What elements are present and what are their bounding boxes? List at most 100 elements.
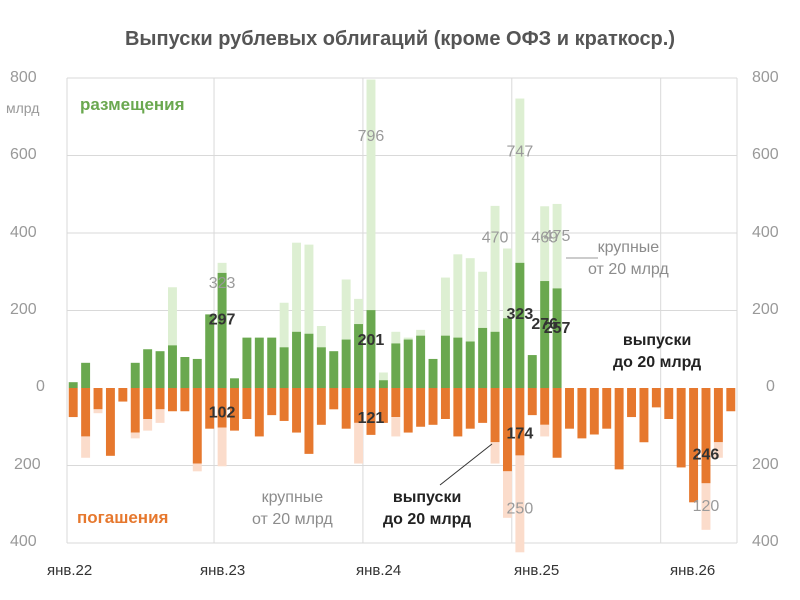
bar-placements-small-32 <box>465 341 475 388</box>
bar-placements-small-33 <box>478 327 488 388</box>
bar-placements-large-8 <box>167 287 177 388</box>
bar-placements-small-23 <box>354 324 364 388</box>
bar-placements-small-27 <box>403 339 413 388</box>
bar-redemptions-small-48 <box>664 388 674 419</box>
bar-placements-large-30 <box>440 277 450 388</box>
label-value-down-12: 102 <box>209 405 236 422</box>
annotation-large-bottom: крупные от 20 млрд <box>252 489 333 528</box>
bar-redemptions-small-19 <box>304 388 314 454</box>
bar-redemptions-small-45 <box>627 388 637 418</box>
label-value-up-36: 323 <box>507 306 534 323</box>
bar-redemptions-small-1 <box>81 388 91 437</box>
bar-redemptions-small-41 <box>577 388 587 439</box>
bar-redemptions-small-33 <box>478 388 488 423</box>
bar-redemptions-large-34 <box>490 442 500 464</box>
bar-placements-small-18 <box>292 331 302 388</box>
bar-redemptions-small-21 <box>329 388 339 410</box>
y-tick-left-200-down: 200 <box>14 456 41 473</box>
x-tick-jan22: янв.22 <box>47 562 93 579</box>
bar-placements-small-6 <box>143 349 153 388</box>
bar-redemptions-large-35 <box>502 471 512 518</box>
bar-redemptions-small-2 <box>93 388 103 410</box>
bar-redemptions-small-25 <box>378 388 388 423</box>
bar-redemptions-small-16 <box>267 388 277 416</box>
bar-placements-small-37 <box>527 355 537 388</box>
label-large-up-24: 796 <box>358 128 385 145</box>
y-tick-right-200-down: 200 <box>752 456 779 473</box>
label-value-up-39: 257 <box>544 320 571 337</box>
bar-placements-small-5 <box>130 362 140 388</box>
bar-placements-small-35 <box>502 318 512 388</box>
bar-redemptions-large-7 <box>155 409 165 423</box>
bar-placements-large-31 <box>453 254 463 388</box>
bar-redemptions-small-37 <box>527 388 537 416</box>
x-tick-jan26: янв.26 <box>670 562 716 579</box>
bar-redemptions-small-36 <box>515 388 525 456</box>
y-tick-left-400-down: 400 <box>10 533 37 550</box>
bar-redemptions-small-24 <box>366 388 376 435</box>
bar-redemptions-large-23 <box>354 422 364 464</box>
y-tick-right-0: 0 <box>766 378 775 395</box>
bar-placements-small-7 <box>155 351 165 388</box>
bar-redemptions-small-10 <box>192 388 202 464</box>
bar-placements-large-17 <box>279 302 289 388</box>
label-value-down-24: 121 <box>358 410 385 427</box>
bar-placements-small-20 <box>316 347 326 388</box>
label-large-down-51: 120 <box>693 498 720 515</box>
bar-placements-large-36 <box>515 98 525 388</box>
bar-placements-small-22 <box>341 339 351 388</box>
bar-placements-small-26 <box>391 343 401 388</box>
bar-placements-large-19 <box>304 244 314 388</box>
annotation-large-top: крупные от 20 млрд <box>588 239 669 278</box>
bar-redemptions-small-40 <box>565 388 574 429</box>
bar-redemptions-small-9 <box>180 388 190 412</box>
bar-redemptions-small-31 <box>453 388 463 437</box>
y-tick-left-800: 800 <box>10 69 37 86</box>
bar-redemptions-small-32 <box>465 388 475 429</box>
bar-redemptions-small-20 <box>316 388 326 425</box>
bar-redemptions-small-22 <box>341 388 351 429</box>
bar-redemptions-large-38 <box>540 424 550 437</box>
bar-redemptions-large-10 <box>192 463 202 472</box>
bar-redemptions-small-17 <box>279 388 289 421</box>
bar-redemptions-small-26 <box>391 388 401 418</box>
y-tick-right-200: 200 <box>752 301 779 318</box>
bar-redemptions-small-12 <box>217 388 227 428</box>
bar-redemptions-large-12 <box>217 427 227 467</box>
bar-redemptions-large-5 <box>130 432 140 439</box>
bar-redemptions-small-4 <box>118 388 128 402</box>
legend-redemptions: погашения <box>77 508 169 527</box>
bar-placements-large-32 <box>465 258 475 388</box>
bar-placements-small-19 <box>304 333 314 388</box>
bar-placements-small-31 <box>453 337 463 388</box>
y-tick-left-600: 600 <box>10 146 37 163</box>
bar-redemptions-small-47 <box>651 388 661 408</box>
bar-placements-small-16 <box>267 337 277 388</box>
bar-redemptions-small-50 <box>689 388 699 503</box>
bar-placements-small-13 <box>230 378 239 388</box>
label-large-up-12: 323 <box>209 275 236 292</box>
bar-redemptions-small-15 <box>254 388 264 437</box>
bar-redemptions-small-13 <box>230 388 239 431</box>
bar-redemptions-small-34 <box>490 388 500 443</box>
bar-placements-small-24 <box>366 310 376 388</box>
bar-placements-small-0 <box>68 382 78 388</box>
bar-redemptions-small-23 <box>354 388 364 423</box>
bar-placements-small-30 <box>440 335 450 388</box>
bar-redemptions-large-36 <box>515 455 525 553</box>
bar-redemptions-small-53 <box>726 388 736 412</box>
bar-redemptions-small-46 <box>639 388 649 443</box>
bar-placements-small-21 <box>329 351 339 388</box>
bar-redemptions-large-51 <box>701 483 711 530</box>
y-tick-left-200: 200 <box>10 301 37 318</box>
y-tick-left-0: 0 <box>36 378 45 395</box>
bar-placements-small-36 <box>515 262 525 388</box>
bar-redemptions-large-52 <box>713 442 723 458</box>
bar-redemptions-small-7 <box>155 388 165 410</box>
bar-placements-small-34 <box>490 331 500 388</box>
bar-placements-small-38 <box>540 281 550 388</box>
y-tick-right-600: 600 <box>752 146 779 163</box>
bar-redemptions-small-29 <box>428 388 438 425</box>
label-large-up-34: 470 <box>482 229 509 246</box>
bar-placements-large-18 <box>292 242 302 388</box>
